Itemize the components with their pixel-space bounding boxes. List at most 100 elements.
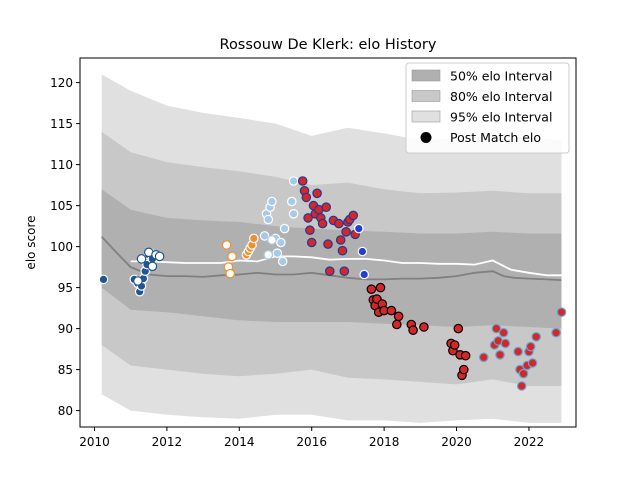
post-match-point-6-4 [305, 225, 315, 235]
post-match-point-7-1 [357, 246, 368, 257]
elo-line-1 [130, 255, 562, 277]
post-match-point-6-8 [312, 188, 322, 199]
post-match-point-9-17 [556, 307, 567, 317]
legend-swatch [411, 69, 441, 82]
post-match-point-9-14 [527, 358, 538, 368]
legend-label: 95% elo Interval [450, 110, 552, 125]
post-match-point-6-5 [306, 237, 317, 248]
x-axis-ticks: 2010 2012 2014 2016 2018 2020 2022 [79, 427, 544, 449]
post-match-point-8-13 [419, 322, 429, 332]
post-match-point-4-6 [272, 248, 283, 258]
post-match-point-9-5 [498, 327, 509, 338]
post-match-point-9-4 [495, 349, 505, 360]
x-tick-label: 2020 [441, 435, 472, 449]
post-match-point-4-8 [277, 256, 288, 267]
post-match-point-6-11 [317, 218, 328, 229]
elo-lines [101, 236, 562, 282]
post-match-point-1-3 [147, 261, 158, 272]
post-match-point-6-20 [341, 227, 351, 237]
post-match-point-1-5 [154, 251, 165, 262]
post-match-point-9-16 [551, 327, 561, 338]
chart-title: Rossouw De Klerk: elo History [220, 37, 437, 53]
post-match-point-9-10 [518, 368, 529, 379]
post-match-point-5-0 [263, 250, 274, 260]
post-match-point-7-0 [353, 223, 364, 234]
y-tick-label: 105 [50, 199, 73, 213]
post-match-point-4-11 [288, 176, 299, 186]
y-tick-label: 95 [58, 281, 73, 295]
legend-swatch [411, 90, 441, 102]
legend-label: 80% elo Interval [450, 89, 552, 104]
post-match-point-4-7 [276, 237, 286, 248]
x-tick-label: 2016 [296, 435, 327, 449]
x-tick-label: 2012 [152, 435, 183, 449]
post-match-point-8-8 [386, 305, 397, 316]
x-tick-label: 2022 [514, 435, 545, 449]
post-match-point-6-0 [297, 176, 308, 186]
post-match-point-9-9 [516, 381, 527, 391]
legend: 50% elo Interval 80% elo Interval 95% elo … [405, 62, 570, 154]
post-match-point-7-2 [359, 269, 369, 280]
post-match-point-9-13 [525, 341, 536, 352]
post-match-point-6-13 [323, 239, 333, 249]
post-match-point-8-12 [408, 325, 418, 335]
post-match-point-9-6 [500, 338, 511, 349]
y-tick-label: 85 [58, 363, 73, 377]
legend-label: Post Match elo [450, 130, 541, 145]
post-match-point-0-0 [98, 274, 109, 285]
y-tick-label: 90 [58, 322, 73, 336]
post-match-point-6-16 [334, 218, 344, 229]
post-match-point-5-1 [267, 235, 277, 245]
post-match-point-4-12 [288, 209, 299, 219]
post-match-point-6-19 [339, 266, 350, 276]
post-match-point-4-0 [259, 231, 270, 241]
plot-frame [79, 57, 577, 428]
legend-box [405, 62, 570, 154]
post-match-point-9-0 [478, 352, 489, 363]
post-match-point-1-1 [136, 254, 147, 264]
post-match-point-6-12 [321, 202, 331, 212]
y-tick-label: 115 [50, 117, 73, 131]
post-match-point-6-18 [337, 245, 348, 256]
legend-label: 50% elo Interval [450, 69, 552, 84]
post-match-point-3-3 [227, 251, 237, 262]
post-match-point-8-0 [366, 284, 377, 294]
post-match-point-4-4 [267, 196, 277, 207]
x-tick-label: 2018 [369, 435, 400, 449]
y-tick-label: 80 [58, 404, 73, 418]
post-match-point-6-17 [335, 235, 346, 245]
post-match-points [98, 176, 567, 391]
post-match-point-1-0 [133, 276, 143, 286]
post-match-point-8-10 [393, 311, 404, 322]
legend-swatch [411, 110, 441, 123]
post-match-point-2-4 [249, 233, 259, 244]
y-tick-label: 120 [50, 76, 73, 90]
x-tick-label: 2014 [224, 435, 255, 449]
y-axis-title: elo score [24, 215, 38, 269]
post-match-point-8-20 [458, 364, 469, 375]
elo-line-0 [101, 236, 562, 282]
post-match-point-6-23 [348, 210, 359, 221]
post-match-point-8-21 [460, 350, 471, 361]
x-tick-label: 2010 [79, 435, 110, 449]
post-match-point-4-10 [286, 196, 297, 207]
post-match-point-8-17 [453, 323, 464, 334]
post-match-point-8-5 [375, 282, 386, 293]
interval-bands [101, 74, 562, 423]
post-match-point-9-2 [491, 323, 502, 334]
post-match-point-9-7 [513, 346, 523, 357]
post-match-point-9-15 [531, 331, 541, 342]
y-tick-label: 110 [50, 158, 73, 172]
post-match-point-8-16 [449, 340, 460, 350]
y-tick-label: 100 [50, 240, 73, 254]
post-match-point-6-14 [324, 266, 335, 276]
post-match-point-3-2 [225, 268, 235, 279]
post-match-point-4-2 [263, 214, 274, 225]
post-match-point-3-0 [221, 240, 232, 250]
legend-marker [420, 132, 432, 143]
post-match-point-8-9 [391, 319, 402, 330]
y-axis-ticks: 80 85 90 95 100 105 110 115 120 [50, 76, 80, 418]
post-match-point-4-9 [279, 223, 290, 234]
post-match-point-6-3 [303, 213, 313, 223]
